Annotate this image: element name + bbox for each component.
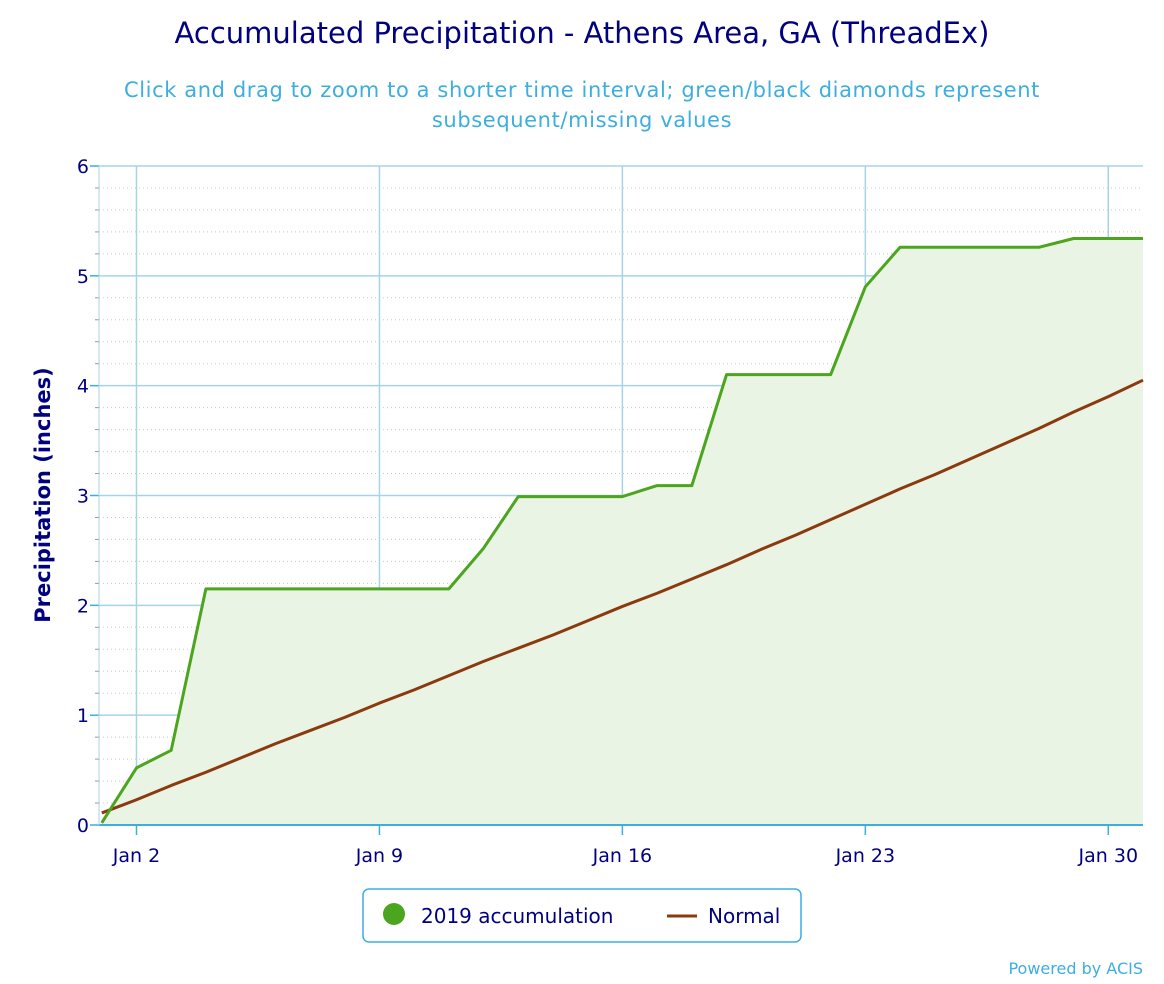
y-tick-label: 5 — [77, 266, 89, 288]
y-tick-label: 1 — [77, 705, 89, 727]
x-tick-label: Jan 16 — [592, 845, 653, 867]
x-tick-label: Jan 30 — [1078, 845, 1139, 867]
y-tick-label: 3 — [77, 486, 89, 508]
legend-item-2019-accumulation[interactable]: 2019 accumulation — [383, 903, 613, 928]
series-layer — [100, 236, 1144, 826]
legend-label-normal: Normal — [708, 904, 780, 928]
y-tick-label: 6 — [77, 156, 89, 178]
powered-by-acis-link[interactable]: Powered by ACIS — [1008, 959, 1143, 978]
chart-title: Accumulated Precipitation - Athens Area,… — [175, 16, 990, 50]
legend-box — [362, 888, 802, 943]
y-tick-label: 0 — [77, 815, 89, 837]
series-line-2019-accumulation — [100, 236, 1143, 824]
legend-marker-2019-accumulation — [383, 903, 405, 925]
y-tick-label: 4 — [77, 376, 89, 398]
y-tick-label: 2 — [77, 595, 89, 617]
series-line-normal — [101, 378, 1144, 815]
series-area-2019-accumulation — [101, 238, 1143, 826]
x-tick-label: Jan 9 — [355, 845, 403, 867]
legend-label-2019-accumulation: 2019 accumulation — [421, 904, 613, 928]
axes-layer — [90, 165, 1143, 835]
tick-labels: 0 1 2 3 4 5 6 Jan 2 Jan 9 Jan 16 Jan 23 Jan 30 — [77, 156, 1138, 867]
legend-item-normal[interactable]: Normal — [667, 904, 780, 928]
chart-subtitle-line-2: subsequent/missing values — [432, 108, 732, 132]
x-tick-label: Jan 2 — [112, 845, 160, 867]
chart-subtitle-line-1: Click and drag to zoom to a shorter time… — [124, 78, 1040, 102]
x-tick-label: Jan 23 — [835, 845, 896, 867]
chart-legend: 2019 accumulation Normal — [362, 888, 802, 943]
y-axis-title: Precipitation (inches) — [31, 367, 55, 623]
